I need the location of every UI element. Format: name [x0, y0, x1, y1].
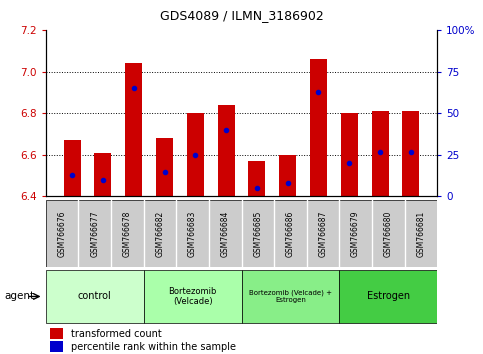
Text: GSM766679: GSM766679: [351, 210, 360, 257]
Text: Bortezomib
(Velcade): Bortezomib (Velcade): [169, 287, 217, 306]
Text: GSM766686: GSM766686: [286, 210, 295, 257]
Bar: [46, 270, 144, 323]
Text: GDS4089 / ILMN_3186902: GDS4089 / ILMN_3186902: [159, 9, 324, 22]
Bar: [310, 59, 327, 196]
Text: GSM766682: GSM766682: [156, 211, 165, 257]
Bar: [64, 140, 81, 196]
Text: GSM766683: GSM766683: [188, 210, 197, 257]
Bar: [95, 153, 112, 196]
Bar: [402, 111, 419, 196]
Bar: [341, 113, 358, 196]
Text: control: control: [78, 291, 112, 302]
Text: GSM766678: GSM766678: [123, 210, 132, 257]
Bar: [144, 270, 242, 323]
Text: GSM766684: GSM766684: [221, 210, 230, 257]
Bar: [125, 63, 142, 196]
Bar: [242, 270, 339, 323]
Text: GSM766681: GSM766681: [416, 211, 426, 257]
Text: Estrogen: Estrogen: [367, 291, 410, 302]
Bar: [371, 111, 388, 196]
Bar: [279, 155, 296, 196]
Bar: [156, 138, 173, 196]
Bar: [50, 341, 63, 352]
Bar: [187, 113, 204, 196]
Text: Bortezomib (Velcade) +
Estrogen: Bortezomib (Velcade) + Estrogen: [249, 290, 332, 303]
Text: percentile rank within the sample: percentile rank within the sample: [71, 342, 236, 352]
Bar: [339, 270, 437, 323]
Bar: [50, 328, 63, 339]
Text: GSM766680: GSM766680: [384, 210, 393, 257]
Bar: [248, 161, 265, 196]
Text: GSM766676: GSM766676: [57, 210, 67, 257]
Text: agent: agent: [5, 291, 35, 302]
Text: GSM766685: GSM766685: [253, 210, 262, 257]
Text: GSM766677: GSM766677: [90, 210, 99, 257]
Text: GSM766687: GSM766687: [318, 210, 327, 257]
Bar: [218, 105, 235, 196]
Text: transformed count: transformed count: [71, 329, 162, 338]
